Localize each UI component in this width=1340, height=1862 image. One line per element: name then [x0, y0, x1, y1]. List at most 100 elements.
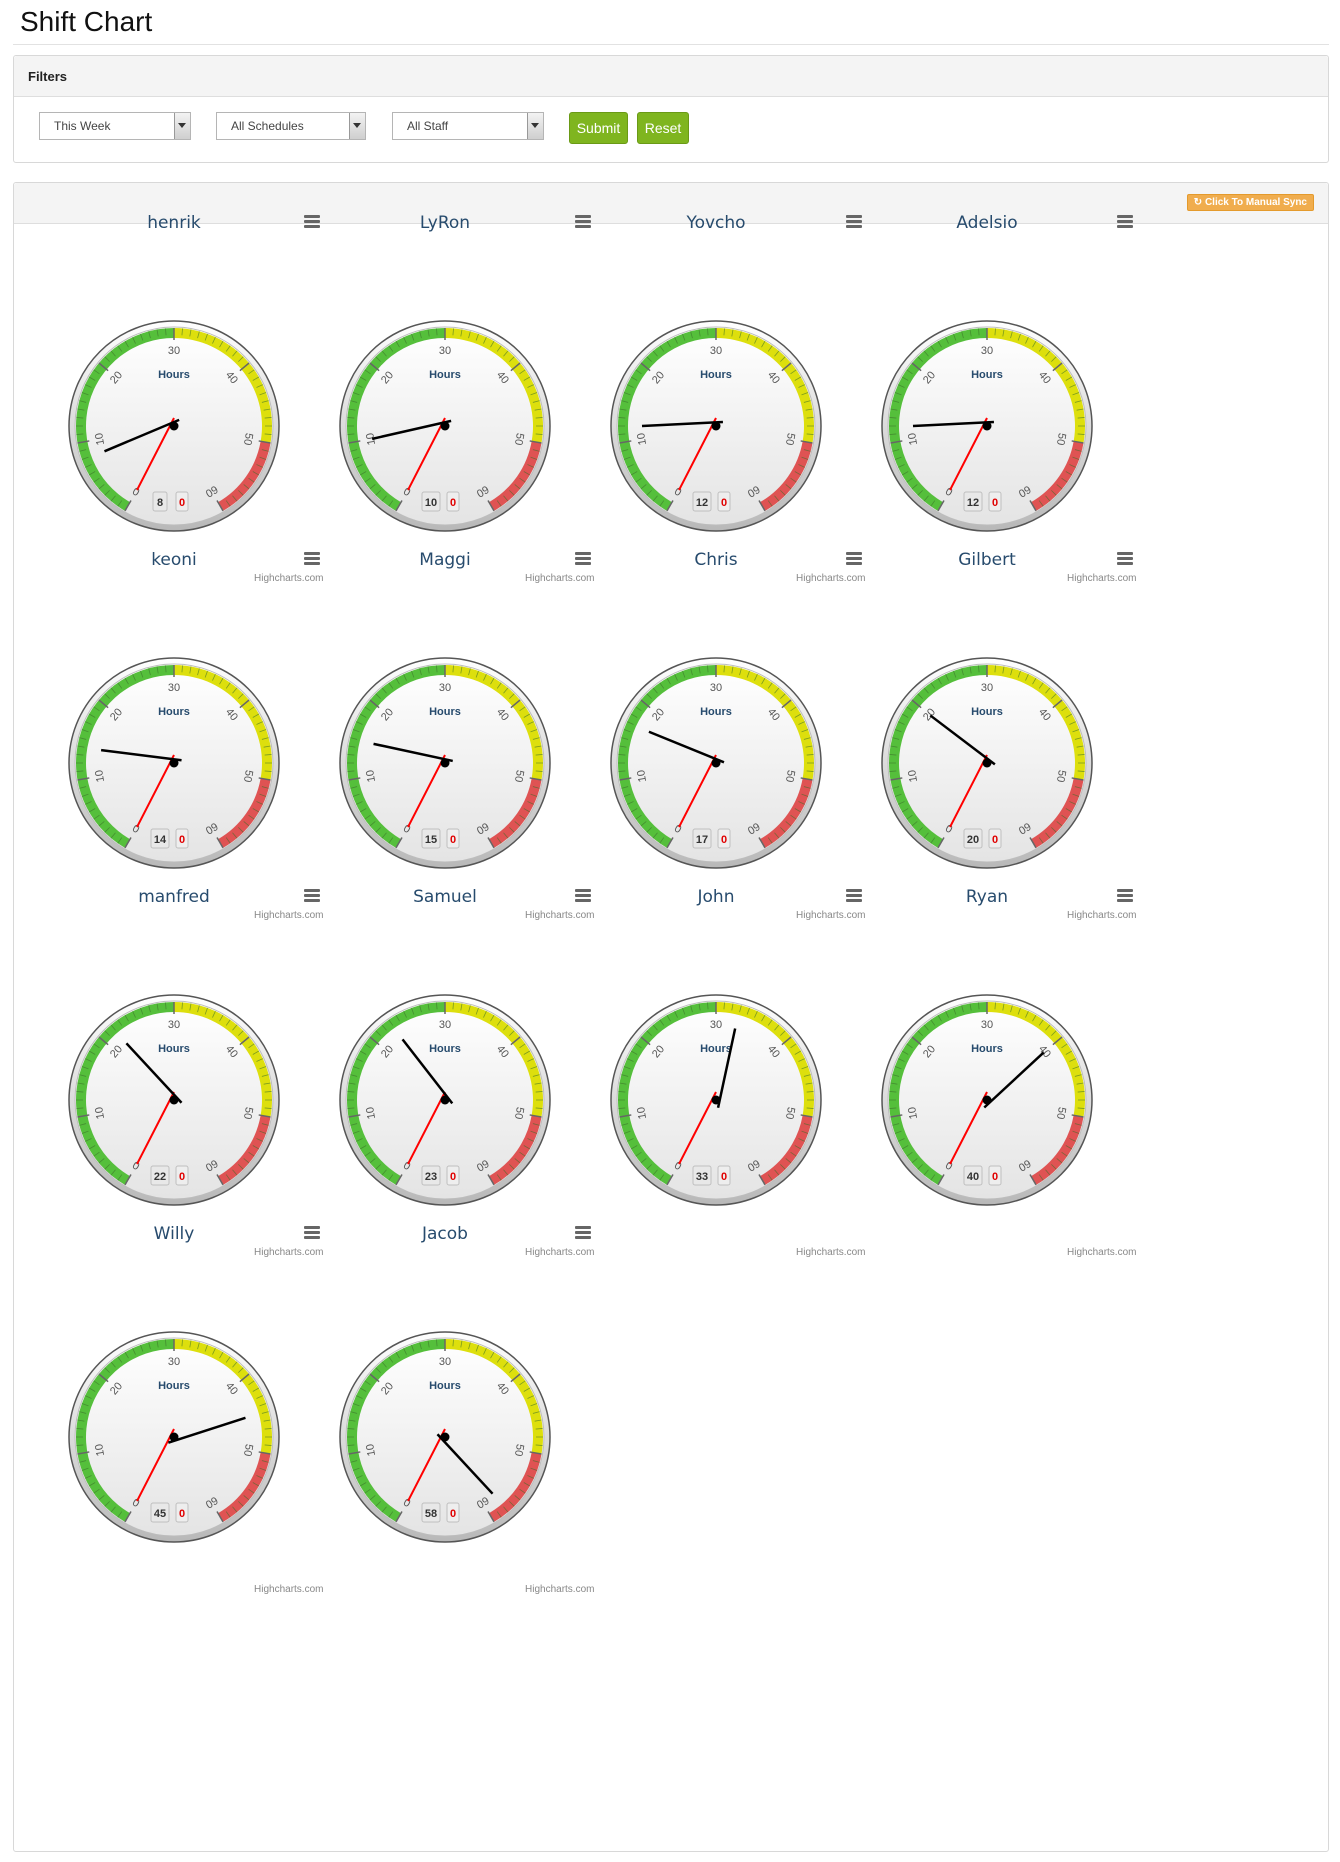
gauge-tick: [803, 737, 811, 740]
gauge-tick: [640, 1158, 647, 1164]
highcharts-credit[interactable]: Highcharts.com: [525, 1247, 595, 1258]
highcharts-credit[interactable]: Highcharts.com: [1067, 573, 1137, 584]
menu-icon[interactable]: [846, 215, 862, 229]
menu-icon[interactable]: [575, 889, 591, 903]
gauge-tick: [530, 1130, 538, 1134]
gauge-tick: [369, 699, 380, 709]
chevron-down-icon[interactable]: [349, 113, 365, 139]
gauge-tick: [969, 329, 972, 337]
gauge-tick: [527, 801, 534, 805]
overtime-needle: [949, 417, 988, 491]
menu-icon[interactable]: [575, 1226, 591, 1240]
menu-icon[interactable]: [1117, 552, 1133, 566]
highcharts-credit[interactable]: Highcharts.com: [254, 573, 324, 584]
highcharts-credit[interactable]: Highcharts.com: [525, 910, 595, 921]
staff-select[interactable]: All Staff: [392, 112, 544, 140]
hours-value-box: [692, 1165, 712, 1186]
highcharts-credit[interactable]: Highcharts.com: [796, 910, 866, 921]
menu-icon[interactable]: [846, 552, 862, 566]
gauge-tick: [98, 699, 109, 709]
schedule-select[interactable]: All Schedules: [216, 112, 366, 140]
gauge-tick: [79, 400, 87, 403]
highcharts-credit[interactable]: Highcharts.com: [525, 573, 595, 584]
gauge-tick: [436, 1002, 438, 1010]
highcharts-credit[interactable]: Highcharts.com: [796, 573, 866, 584]
gauge-tick: [181, 1339, 183, 1347]
menu-icon[interactable]: [846, 889, 862, 903]
gauge-tick: [707, 328, 709, 336]
gauge-tick: [419, 1342, 422, 1350]
highcharts-credit[interactable]: Highcharts.com: [254, 1584, 324, 1595]
gauge-tick: [248, 706, 255, 712]
gauge-tick: [623, 1130, 631, 1134]
highcharts-credit[interactable]: Highcharts.com: [254, 910, 324, 921]
gauge-tick: [803, 400, 811, 403]
filters-header: Filters: [14, 56, 1328, 97]
menu-icon[interactable]: [575, 552, 591, 566]
gauge-tick: [509, 490, 515, 496]
overtime-value: 0: [179, 1171, 185, 1183]
gauge-tick: [1069, 384, 1076, 388]
tick-label: 60: [474, 1157, 491, 1174]
overtime-value-box: [175, 1165, 189, 1186]
manual-sync-button[interactable]: ↻ Click To Manual Sync: [1186, 194, 1314, 211]
highcharts-credit[interactable]: Highcharts.com: [796, 1247, 866, 1258]
menu-icon[interactable]: [304, 552, 320, 566]
chevron-down-icon[interactable]: [527, 113, 543, 139]
gauge-tick: [347, 433, 355, 435]
gauge-tick: [1045, 1169, 1051, 1176]
gauge-tick: [403, 1011, 407, 1018]
gauge-tick: [1051, 827, 1057, 833]
gauge-tick: [532, 1411, 540, 1414]
gauge-tick: [906, 1151, 913, 1157]
gauge-tick: [780, 356, 786, 362]
gauge-tick: [77, 1114, 90, 1118]
highcharts-credit[interactable]: Highcharts.com: [1067, 1247, 1137, 1258]
gauge-tick: [911, 699, 922, 709]
highcharts-credit[interactable]: Highcharts.com: [1067, 910, 1137, 921]
needle-pivot: [169, 758, 179, 768]
highcharts-credit[interactable]: Highcharts.com: [525, 1584, 595, 1595]
overtime-value: 0: [450, 834, 456, 846]
menu-icon[interactable]: [304, 889, 320, 903]
menu-icon[interactable]: [1117, 889, 1133, 903]
chevron-down-icon[interactable]: [174, 113, 190, 139]
gauge-tick: [1072, 793, 1080, 797]
gauge-tick: [514, 1158, 521, 1164]
highcharts-credit[interactable]: Highcharts.com: [254, 1247, 324, 1258]
menu-icon[interactable]: [575, 215, 591, 229]
plot-band: [218, 1452, 271, 1522]
plot-band: [760, 1115, 813, 1185]
gauge-card: keoni 0 10 20 30 40 50 60 Hours 14 0 Highcharts.com: [14, 520, 334, 921]
gauge-tick: [81, 1066, 89, 1070]
plot-band: [1031, 1115, 1084, 1185]
gauge-tick: [364, 706, 371, 712]
overtime-needle: [136, 1091, 175, 1165]
staff-name: Samuel: [413, 887, 477, 907]
gauge-tick: [225, 837, 231, 844]
gauge-tick: [156, 1340, 159, 1348]
gauge-tick: [375, 827, 381, 833]
submit-button[interactable]: Submit: [569, 112, 628, 144]
staff-name: Adelsio: [956, 213, 1018, 233]
gauge-tick: [156, 329, 159, 337]
menu-icon[interactable]: [304, 1226, 320, 1240]
menu-icon[interactable]: [1117, 215, 1133, 229]
gauge-tick: [165, 1339, 167, 1347]
gauge-tick: [627, 384, 634, 388]
gauge-tick: [514, 821, 521, 827]
gauge-tick: [411, 1344, 415, 1352]
tick-label: 60: [1016, 820, 1033, 837]
gauge-tick: [898, 721, 905, 725]
gauge-tick: [509, 693, 515, 699]
gauge-card: Chris 0 10 20 30 40 50 60 Hours 17 0 Highcharts.com: [556, 520, 876, 921]
gauge-tick: [621, 1123, 629, 1126]
gauge-tick: [535, 754, 543, 756]
week-select[interactable]: This Week: [39, 112, 191, 140]
menu-icon[interactable]: [304, 215, 320, 229]
gauge-tick: [117, 1356, 123, 1363]
gauge-tick: [1038, 1019, 1044, 1026]
plot-band: [618, 665, 716, 848]
reset-button[interactable]: Reset: [637, 112, 689, 144]
gauge-tick: [805, 408, 813, 411]
